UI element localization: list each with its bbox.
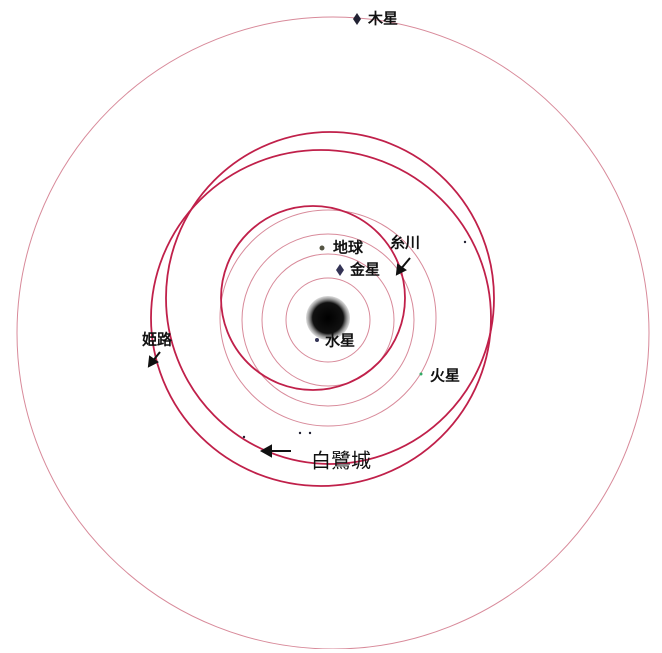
planets (242, 13, 467, 439)
earth-orbit (241, 233, 415, 407)
mercury (315, 338, 319, 342)
orbit-b (150, 149, 492, 487)
asteroid-orbits (150, 131, 495, 487)
dot (463, 240, 467, 244)
dot (298, 431, 302, 435)
label: 白鷺城 (311, 449, 371, 473)
dot (242, 435, 246, 439)
label: 金星 (349, 261, 380, 279)
venus (336, 264, 344, 276)
orbit-a (165, 131, 495, 465)
venus-orbit (261, 253, 395, 387)
jupiter (353, 13, 361, 25)
mars (419, 372, 423, 376)
mars-orbit (219, 209, 437, 427)
arrows (147, 257, 411, 458)
arrowhead (259, 444, 272, 458)
sun (306, 296, 350, 340)
arrowhead (395, 263, 407, 276)
itokawa-orbit (220, 205, 406, 391)
arrowhead (147, 355, 159, 368)
label: 地球 (333, 239, 364, 257)
label: 糸川 (390, 234, 420, 252)
label: 火星 (430, 367, 460, 385)
label: 木星 (367, 10, 398, 28)
earth (319, 245, 325, 251)
dot (308, 431, 312, 435)
mercury-orbit (285, 277, 371, 363)
label: 姫路 (142, 331, 173, 349)
label: 水星 (325, 332, 355, 350)
